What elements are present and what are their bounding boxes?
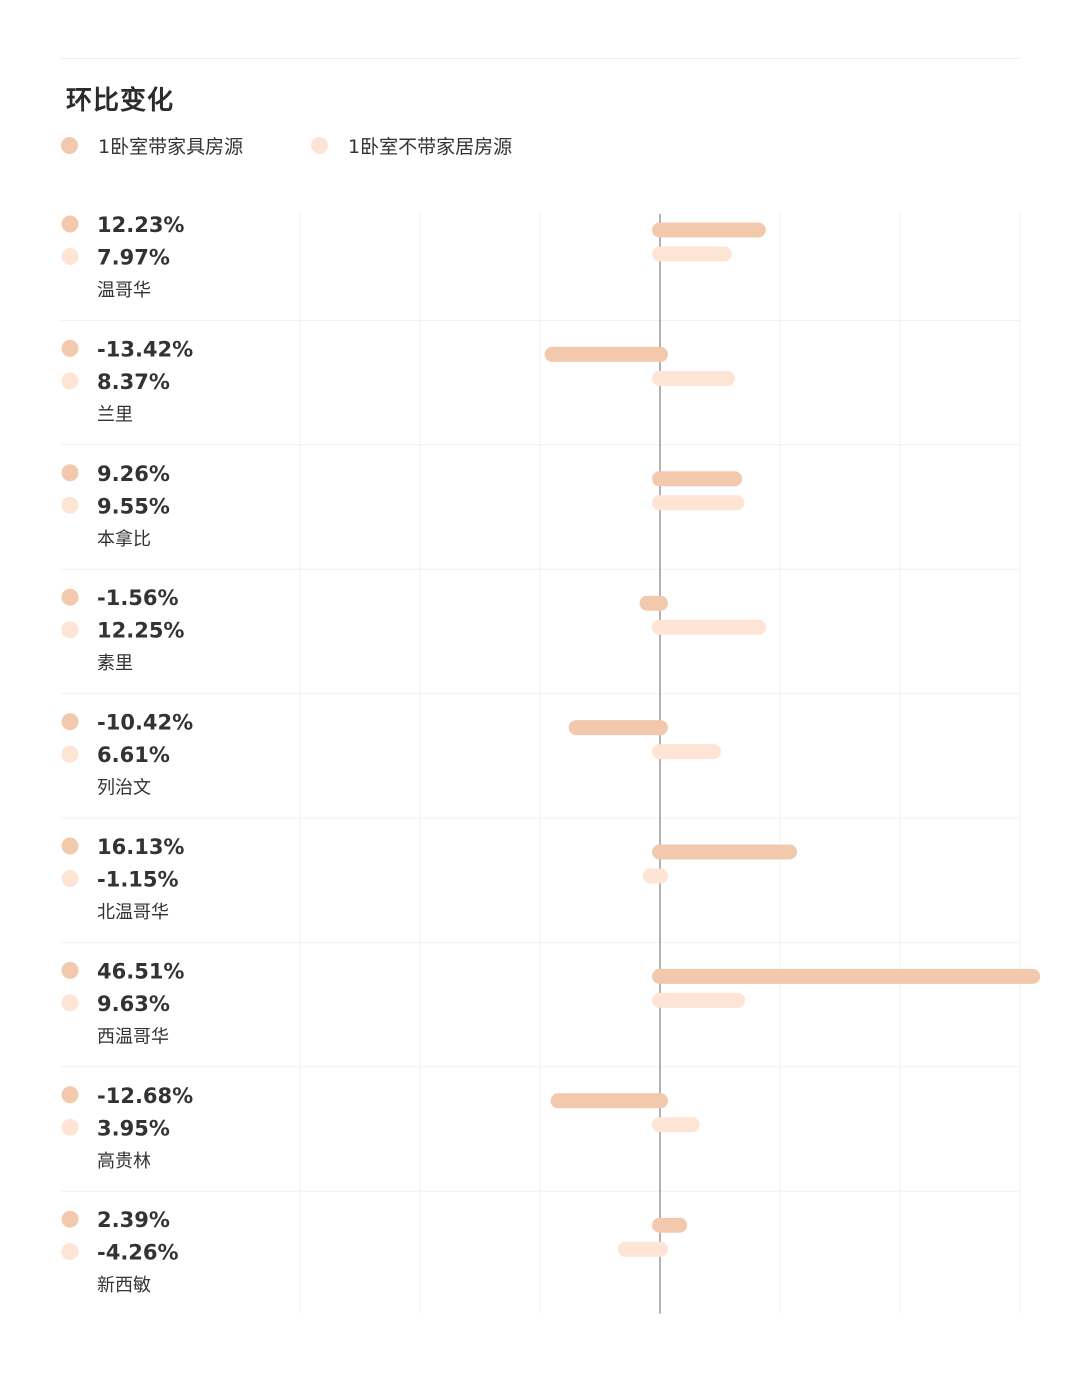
value-dot-furnished-8	[61, 1210, 79, 1228]
bar-unfurnished-8	[617, 1241, 668, 1257]
bar-unfurnished-7	[652, 1117, 700, 1133]
value-dot-unfurnished-2	[61, 496, 79, 514]
value-dot-unfurnished-5	[61, 870, 79, 887]
bar-unfurnished-4	[652, 744, 721, 760]
value-dot-unfurnished-3	[61, 621, 79, 639]
category-label-4: 列治文	[97, 778, 151, 799]
value-label-unfurnished-5: -1.15%	[97, 868, 179, 892]
value-dot-furnished-6	[61, 961, 79, 979]
category-label-0: 温哥华	[97, 280, 151, 301]
value-label-furnished-2: 9.26%	[97, 462, 170, 486]
legend-item-furnished: 1卧室带家具房源	[61, 130, 243, 160]
legend-dot-unfurnished	[311, 136, 328, 154]
value-label-unfurnished-4: 6.61%	[97, 743, 170, 767]
value-label-furnished-5: 16.13%	[97, 835, 184, 859]
legend-label-furnished: 1卧室带家具房源	[98, 135, 244, 158]
value-label-furnished-1: -13.42%	[97, 337, 193, 361]
top-divider	[61, 58, 1020, 59]
bar-unfurnished-2	[652, 495, 745, 511]
value-dot-furnished-4	[61, 713, 79, 731]
value-dot-furnished-3	[61, 588, 79, 606]
bar-unfurnished-5	[642, 868, 668, 884]
value-label-unfurnished-0: 7.97%	[97, 246, 170, 270]
bar-furnished-2	[652, 471, 743, 487]
value-dot-unfurnished-8	[61, 1243, 79, 1261]
legend-dot-furnished	[61, 136, 78, 154]
bar-furnished-0	[652, 222, 766, 238]
bar-unfurnished-3	[652, 619, 766, 635]
value-label-unfurnished-7: 3.95%	[97, 1116, 170, 1140]
category-label-6: 西温哥华	[97, 1026, 169, 1047]
bar-unfurnished-1	[652, 370, 735, 386]
value-dot-unfurnished-4	[61, 745, 79, 763]
category-label-1: 兰里	[97, 404, 133, 425]
bar-furnished-7	[550, 1093, 668, 1109]
bar-furnished-3	[639, 595, 668, 611]
value-label-furnished-0: 12.23%	[97, 213, 184, 237]
value-dot-unfurnished-6	[61, 994, 79, 1012]
category-label-3: 素里	[97, 653, 133, 674]
category-label-5: 北温哥华	[97, 902, 169, 923]
legend-item-unfurnished: 1卧室不带家居房源	[311, 130, 512, 160]
value-label-unfurnished-3: 12.25%	[97, 619, 184, 643]
value-dot-unfurnished-1	[61, 372, 79, 390]
value-label-furnished-3: -1.56%	[97, 586, 179, 610]
value-label-furnished-8: 2.39%	[97, 1208, 170, 1232]
value-label-furnished-7: -12.68%	[97, 1084, 193, 1108]
category-label-8: 新西敏	[97, 1275, 151, 1296]
bar-furnished-1	[544, 346, 668, 362]
value-dot-furnished-0	[61, 215, 79, 233]
value-label-unfurnished-2: 9.55%	[97, 494, 170, 518]
value-dot-furnished-1	[61, 339, 79, 357]
value-label-furnished-6: 46.51%	[97, 959, 184, 983]
value-dot-furnished-5	[61, 837, 79, 855]
value-dot-furnished-2	[61, 464, 79, 482]
value-label-unfurnished-6: 9.63%	[97, 992, 170, 1016]
value-dot-furnished-7	[61, 1086, 79, 1104]
bar-furnished-4	[568, 720, 668, 736]
value-label-unfurnished-1: 8.37%	[97, 370, 170, 394]
bar-furnished-6	[652, 968, 1041, 984]
chart-title: 环比变化	[66, 86, 175, 116]
value-label-unfurnished-8: -4.26%	[97, 1241, 179, 1265]
bar-furnished-5	[652, 844, 798, 860]
category-label-7: 高贵林	[97, 1151, 151, 1172]
value-label-furnished-4: -10.42%	[97, 711, 193, 735]
bar-unfurnished-0	[652, 246, 732, 262]
bar-unfurnished-6	[652, 992, 746, 1008]
value-dot-unfurnished-0	[61, 248, 79, 265]
bar-furnished-8	[652, 1217, 688, 1233]
value-dot-unfurnished-7	[61, 1118, 79, 1136]
legend-label-unfurnished: 1卧室不带家居房源	[348, 135, 513, 158]
category-label-2: 本拿比	[97, 528, 151, 550]
